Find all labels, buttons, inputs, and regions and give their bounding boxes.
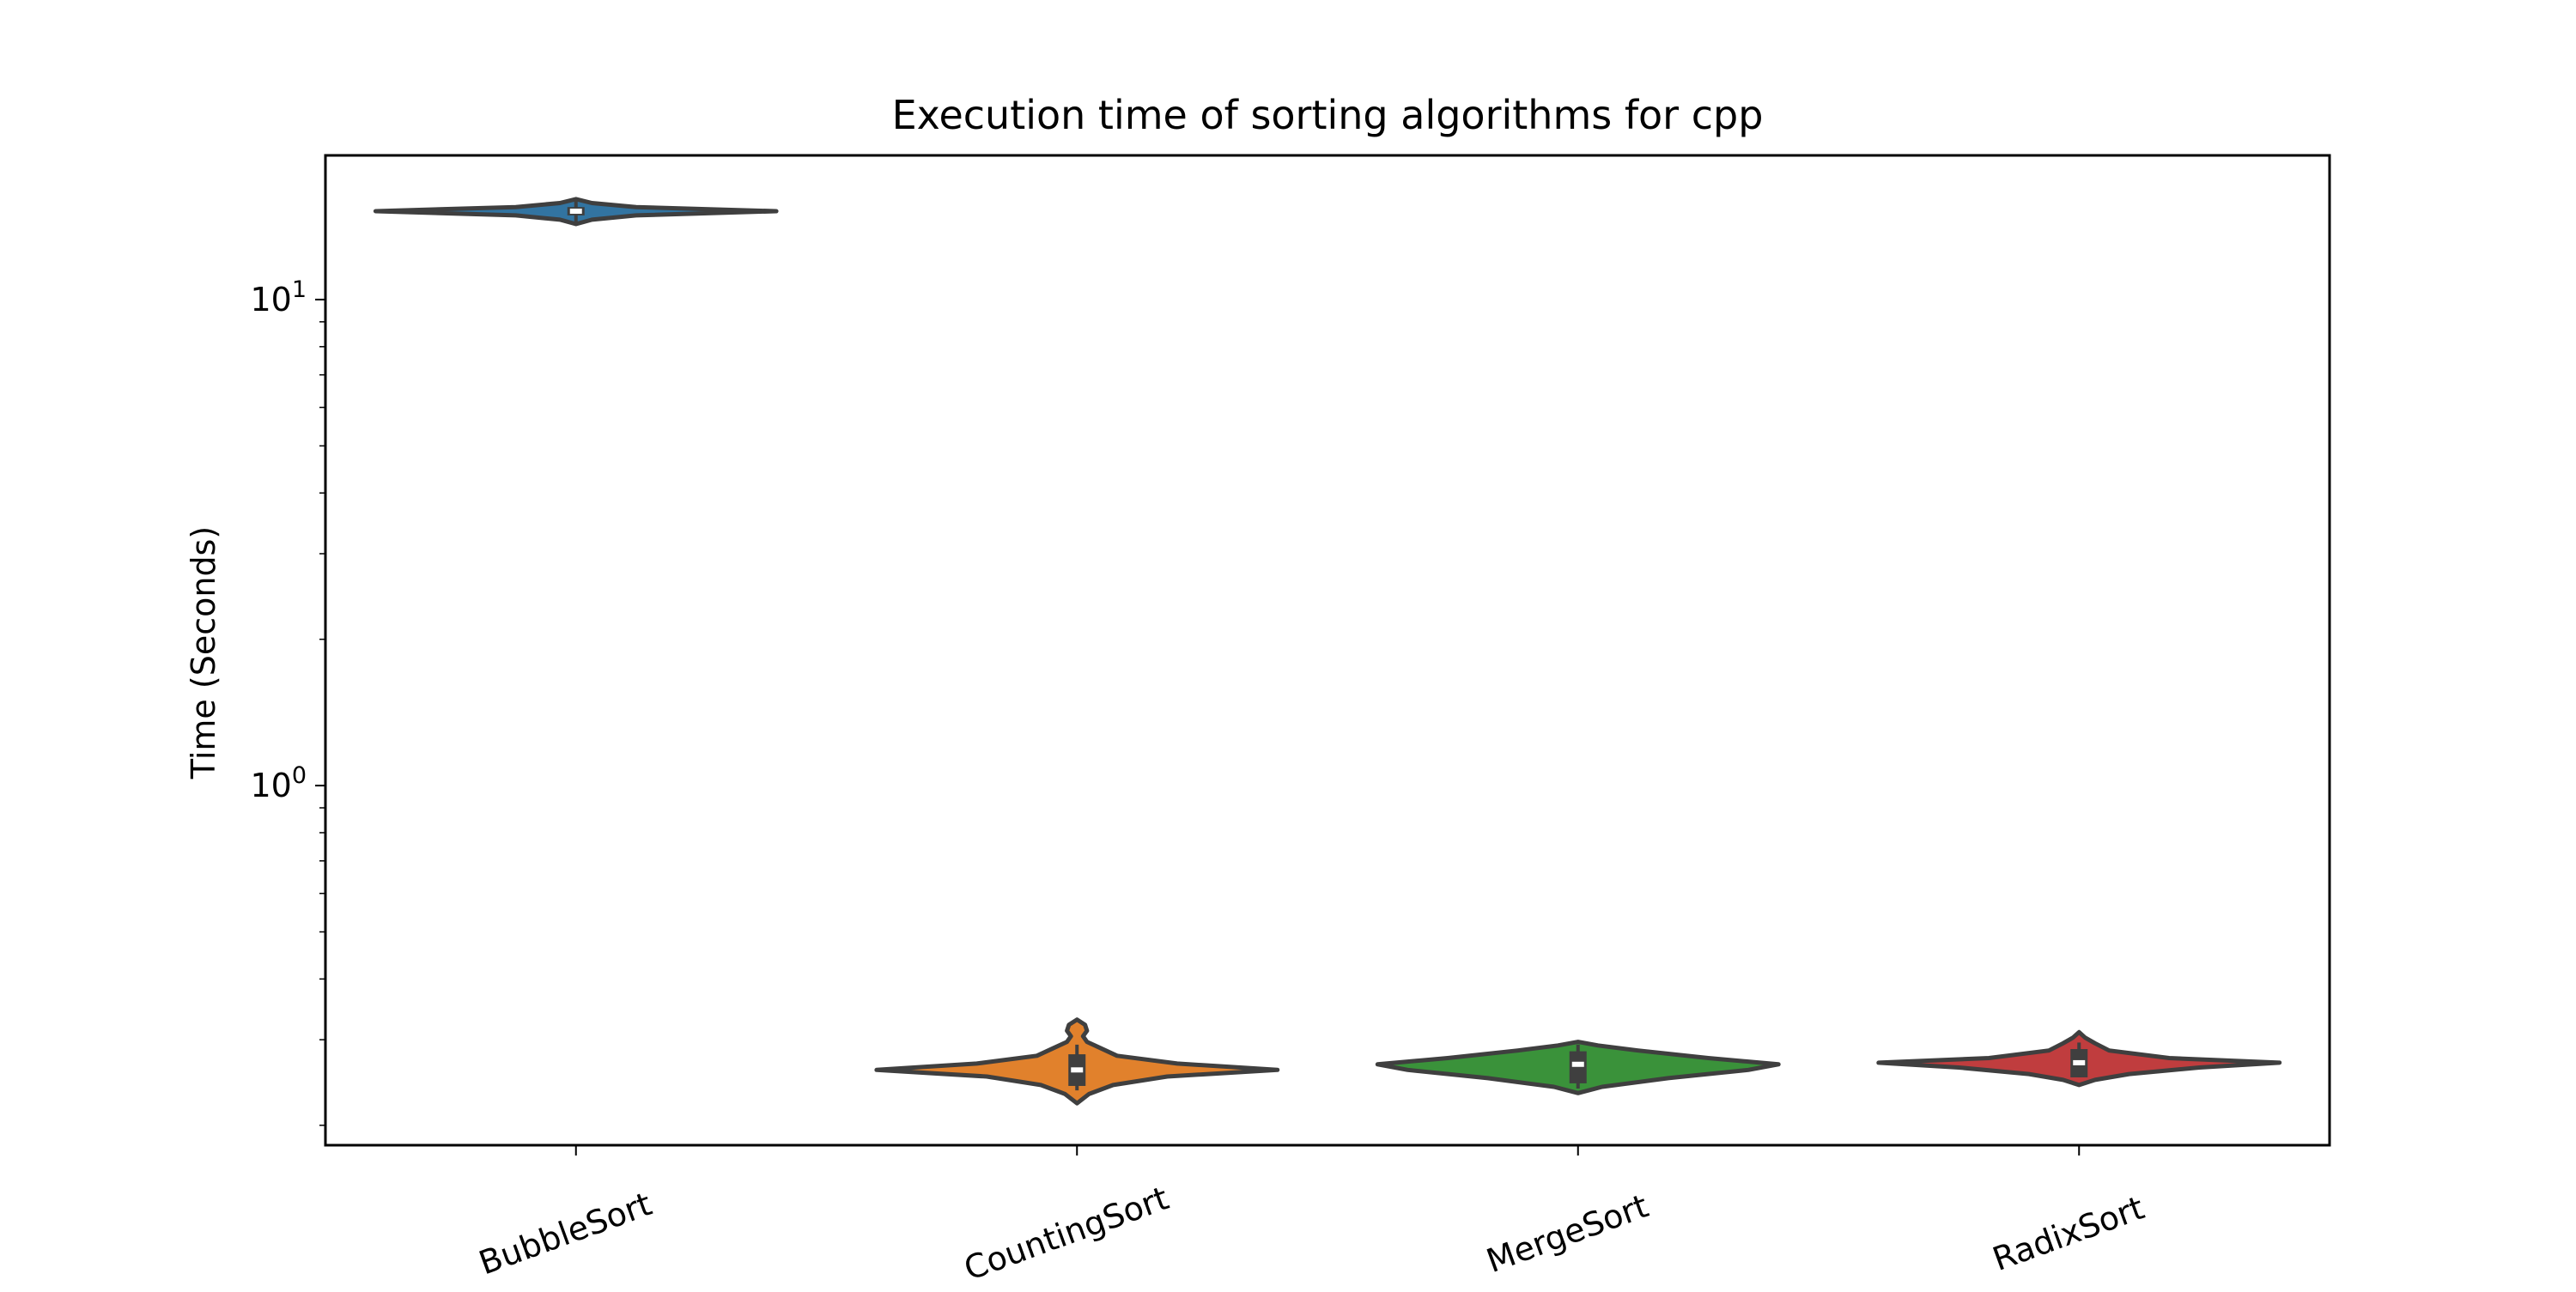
median-marker — [1571, 1061, 1584, 1067]
x-tick-label: CountingSort — [959, 1179, 1174, 1288]
y-axis-label: Time (Seconds) — [185, 526, 222, 779]
axes-frame — [324, 154, 2331, 1147]
median-marker — [569, 209, 582, 215]
y-tick-label: 100 — [250, 762, 307, 804]
median-marker — [2073, 1059, 2086, 1065]
axes: BubbleSort CountingSort MergeSort RadixSort… — [250, 276, 2148, 1288]
x-tick-label: MergeSort — [1481, 1187, 1653, 1281]
median-marker — [1071, 1067, 1084, 1073]
plot-area — [373, 197, 2282, 1106]
x-tick-label: RadixSort — [1988, 1189, 2149, 1278]
iqr-box — [1569, 1051, 1587, 1083]
x-tick-label: BubbleSort — [474, 1185, 657, 1282]
y-tick-label: 101 — [250, 276, 307, 318]
chart-title: Execution time of sorting algorithms for… — [892, 92, 1764, 138]
